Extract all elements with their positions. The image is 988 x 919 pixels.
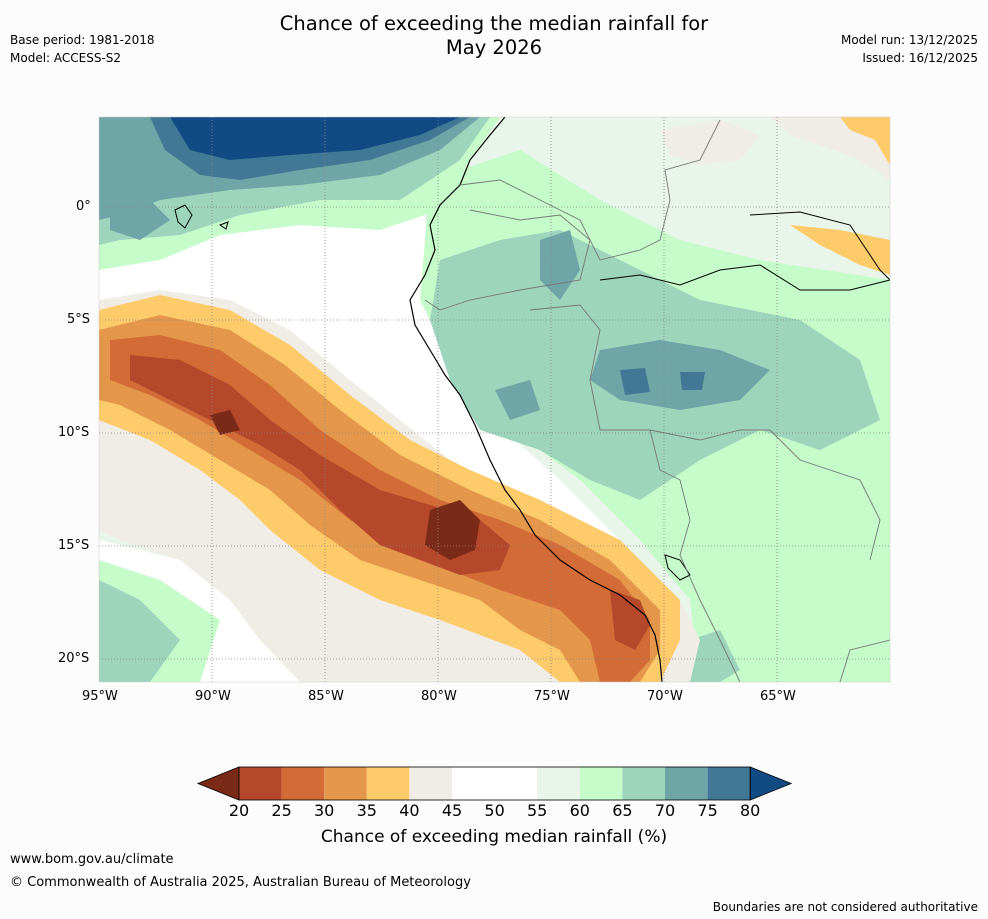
lon-label-70w: 70°W — [647, 689, 683, 704]
colorbar-tick-label: 75 — [697, 801, 718, 820]
colorbar-bin — [707, 767, 751, 800]
lon-label-85w: 85°W — [308, 689, 344, 704]
colorbar-extend-low — [196, 766, 240, 801]
colorbar-bin — [665, 767, 708, 800]
lat-label-20s: 20°S — [58, 651, 90, 666]
colorbar-label: Chance of exceeding median rainfall (%) — [320, 827, 668, 847]
lat-label-15s: 15°S — [58, 538, 90, 553]
colorbar-tick-label: 55 — [527, 801, 548, 820]
map-title-line1: Chance of exceeding the median rainfall … — [279, 12, 709, 35]
map-field — [99, 117, 890, 682]
colorbar-tick-label: 65 — [612, 801, 633, 820]
issued-date: Issued: 16/12/2025 — [862, 51, 978, 65]
footer-url: www.bom.gov.au/climate — [10, 852, 174, 867]
colorbar-bin — [281, 767, 325, 800]
colorbar-extend-high — [749, 766, 793, 801]
lon-label-65w: 65°W — [760, 689, 796, 704]
map-title: Chance of exceeding the median rainfall … — [0, 12, 988, 60]
colorbar-tick-label: 30 — [314, 801, 335, 820]
lat-label-0: 0° — [76, 199, 91, 214]
colorbar-tick-label: 45 — [441, 801, 463, 820]
colorbar-bin — [622, 767, 665, 800]
colorbar-bin — [324, 767, 367, 800]
colorbar-tick-label: 70 — [654, 801, 676, 820]
colorbar-bin — [239, 767, 282, 800]
colorbar-bin — [579, 767, 623, 800]
colorbar-tick-label: 40 — [399, 801, 420, 820]
colorbar-tick-label: 25 — [271, 801, 292, 820]
lon-label-90w: 90°W — [195, 689, 231, 704]
lon-label-80w: 80°W — [421, 689, 457, 704]
colorbar — [196, 766, 793, 801]
colorbar-tick-label: 80 — [740, 801, 761, 820]
base-period: Base period: 1981-2018 — [10, 33, 155, 47]
model-run: Model run: 13/12/2025 — [840, 33, 978, 47]
colorbar-tick-label: 60 — [569, 801, 590, 820]
colorbar-bin — [537, 767, 580, 800]
model-name: Model: ACCESS-S2 — [10, 51, 122, 65]
footer-disclaimer: Boundaries are not considered authoritat… — [712, 900, 978, 914]
colorbar-bin — [366, 767, 410, 800]
colorbar-bin — [452, 767, 495, 800]
colorbar-bin — [409, 767, 452, 800]
colorbar-tick-label: 20 — [228, 801, 250, 820]
footer-copyright: © Commonwealth of Australia 2025, Austra… — [10, 875, 471, 890]
colorbar-tick-label: 35 — [356, 801, 377, 820]
lon-label-75w: 75°W — [534, 689, 570, 704]
map-title-line2: May 2026 — [445, 36, 543, 59]
lat-label-5s: 5°S — [67, 312, 91, 327]
lat-label-10s: 10°S — [58, 425, 90, 440]
lon-label-95w: 95°W — [82, 689, 118, 704]
colorbar-bin — [494, 767, 538, 800]
colorbar-tick-label: 50 — [484, 801, 505, 820]
coastline — [409, 117, 663, 682]
